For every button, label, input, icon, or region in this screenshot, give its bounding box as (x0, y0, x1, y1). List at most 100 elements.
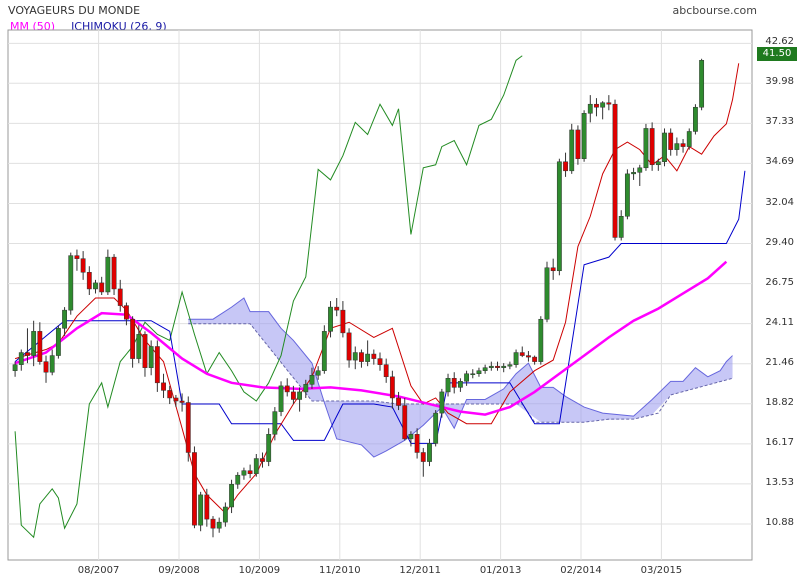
candle-body (649, 128, 655, 166)
candle-body (674, 143, 680, 150)
candle-body (532, 356, 538, 362)
candle-body (655, 161, 661, 166)
senkou-span-a-line (188, 297, 733, 458)
candle-body (130, 318, 136, 359)
candle-body (668, 132, 674, 150)
y-tick-label: 13.53 (765, 476, 794, 488)
candle-body (86, 272, 92, 290)
candle-body (451, 378, 457, 388)
y-tick-label: 34.69 (765, 156, 794, 168)
candle-body (575, 129, 581, 159)
candle-body (414, 434, 420, 453)
candle-body (297, 391, 303, 400)
candle-body (68, 255, 74, 311)
candle-body (43, 361, 49, 373)
candle-body (148, 346, 154, 368)
candle-body (470, 373, 476, 375)
ichimoku-cloud (188, 298, 733, 458)
candle-body (408, 434, 414, 440)
candle-body (526, 355, 531, 358)
candle-body (204, 494, 210, 520)
candle-body (624, 173, 630, 217)
y-tick-label: 21.46 (765, 356, 794, 368)
candle-body (229, 484, 234, 508)
y-tick-label: 42.62 (765, 36, 794, 48)
candle-body (365, 353, 371, 362)
candle-body (618, 216, 624, 238)
x-tick-label: 09/2008 (158, 565, 200, 576)
x-tick-label: 10/2009 (238, 565, 281, 576)
candle-body (192, 452, 197, 526)
candle-body (12, 364, 18, 371)
candle-body (198, 494, 204, 526)
candle-body (457, 381, 463, 388)
candle-body (74, 255, 80, 259)
candle-body (185, 402, 191, 453)
candle-body (290, 391, 296, 400)
x-tick-label: 01/2013 (479, 565, 522, 576)
candle-body (37, 331, 43, 362)
candle-body (105, 256, 111, 293)
candle-body (315, 370, 321, 376)
candle-body (383, 364, 389, 378)
candle-body (161, 382, 166, 391)
candle-body (389, 376, 395, 399)
candle-body (581, 113, 587, 159)
candle-body (538, 318, 544, 362)
candle-body (563, 161, 568, 172)
candle-body (556, 161, 562, 272)
candle-body (433, 412, 439, 444)
candle-body (266, 434, 272, 462)
candle-body (210, 518, 216, 529)
candle-body (693, 106, 698, 132)
candle-body (686, 131, 692, 147)
candle-body (550, 267, 556, 272)
x-tick-label: 02/2014 (560, 565, 602, 576)
candle-body (439, 391, 445, 414)
y-tick-label: 24.11 (765, 316, 794, 328)
chart-title: VOYAGEURS DU MONDE (8, 4, 141, 17)
candle-body (637, 167, 643, 173)
candle-body (18, 352, 24, 365)
candle-body (495, 365, 500, 368)
candle-body (569, 129, 575, 172)
source-label[interactable]: abcbourse.com (672, 4, 757, 17)
candle-body (136, 334, 142, 359)
candle-body (519, 352, 525, 356)
plot-area (7, 29, 753, 561)
candle-body (606, 102, 612, 105)
candle-body (284, 385, 290, 393)
candle-body (167, 390, 173, 399)
candle-body (377, 358, 383, 365)
candle-body (594, 103, 599, 108)
y-tick-label: 16.17 (765, 436, 794, 448)
candle-body (142, 334, 148, 368)
y-tick-label: 39.98 (765, 76, 794, 88)
y-tick-label: 29.40 (765, 236, 794, 248)
candle-body (321, 331, 327, 371)
candle-body (62, 309, 67, 329)
candle-body (359, 352, 364, 362)
candle-body (111, 256, 117, 290)
candle-body (303, 384, 309, 393)
y-tick-label: 18.82 (765, 396, 794, 408)
candle-body (235, 474, 241, 485)
candle-body (513, 352, 519, 365)
x-tick-label: 08/2007 (77, 565, 120, 576)
candle-body (49, 355, 55, 373)
x-tick-label: 12/2011 (399, 565, 441, 576)
candle-body (253, 458, 259, 474)
candle-body (352, 352, 358, 361)
y-tick-label: 26.75 (765, 276, 794, 288)
y-tick-label: 10.88 (765, 516, 794, 528)
candle-body (427, 443, 432, 462)
last-price-badge: 41.50 (757, 47, 797, 61)
candle-body (680, 143, 686, 147)
candle-body (699, 60, 705, 108)
candle-body (260, 458, 265, 462)
candle-body (420, 452, 426, 462)
candle-body (117, 288, 123, 306)
candle-body (179, 400, 185, 403)
candle-body (241, 470, 247, 476)
